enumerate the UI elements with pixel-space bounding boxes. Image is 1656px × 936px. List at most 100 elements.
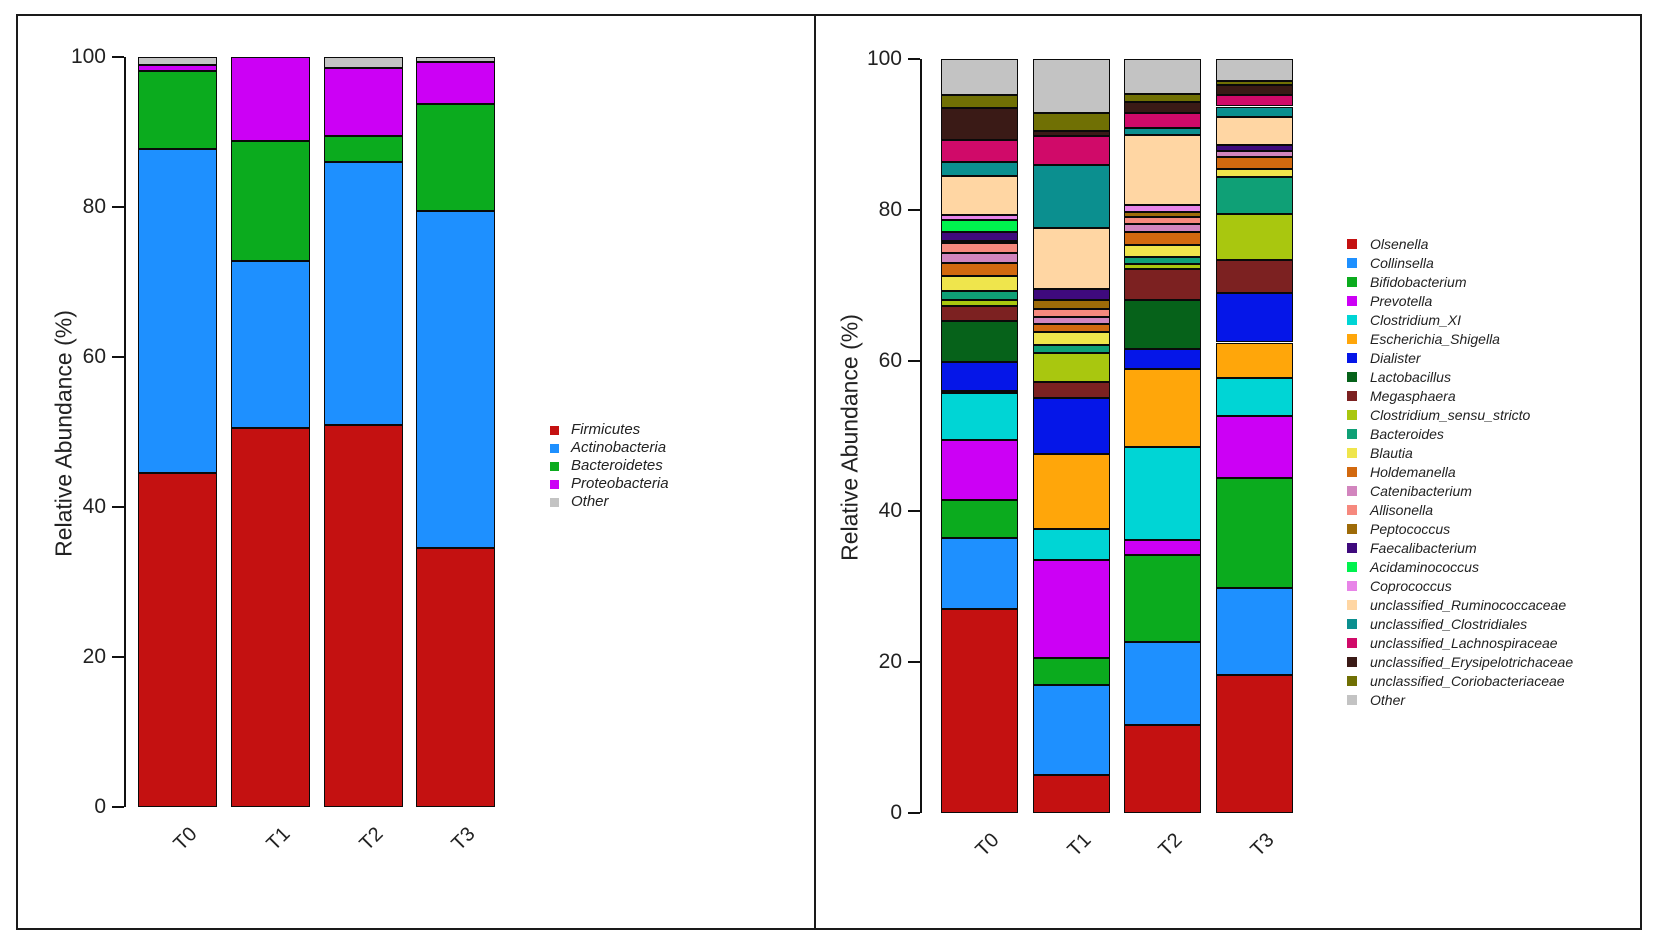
phylum-bar-segment-Actinobacteria [231, 261, 310, 429]
phylum-y-tick [112, 506, 124, 508]
genus-bar-segment-unclassified_Erysipelotrichaceae [1033, 131, 1110, 136]
genus-bar-segment-Blautia [1216, 169, 1293, 178]
genus-bar-segment-Escherichia_Shigella [1216, 342, 1293, 378]
genus-bar-segment-unclassified_Erysipelotrichaceae [1216, 85, 1293, 96]
genus-bar-segment-Clostridium_XI [1216, 377, 1293, 416]
genus-bar-segment-Clostridium_XI [1033, 529, 1110, 561]
genus-bar-segment-Acidaminococcus [941, 219, 1018, 233]
genus-legend-label-Clostridium_sensu_stricto: Clostridium_sensu_stricto [1370, 406, 1531, 423]
phylum-y-tick [112, 206, 124, 208]
genus-bar-segment-unclassified_Lachnospiraceae [1124, 113, 1201, 129]
genus-bar-segment-unclassified_Clostridiales [941, 162, 1018, 176]
genus-legend-swatch-Holdemanella [1347, 467, 1357, 477]
genus-bar-segment-Collinsella [1216, 588, 1293, 675]
genus-bar-segment-Dialister [941, 362, 1018, 391]
genus-bar-segment-Allisonella [1124, 217, 1201, 225]
genus-y-tick [908, 208, 920, 211]
genus-bar-segment-Dialister [1216, 293, 1293, 343]
phylum-bar-segment-Proteobacteria [324, 68, 403, 136]
phylum-legend-swatch-Bacteroidetes [550, 461, 559, 471]
phylum-bar-segment-Other [324, 57, 403, 69]
genus-bar-segment-Escherichia_Shigella [1033, 454, 1110, 530]
genus-legend-swatch-unclassified_Lachnospiraceae [1347, 638, 1357, 648]
genus-y-tick [908, 812, 920, 814]
genus-bar-segment-unclassified_Lachnospiraceae [1033, 135, 1110, 165]
genus-bar-segment-Blautia [1033, 331, 1110, 345]
genus-legend-swatch-unclassified_Coriobacteriaceae [1347, 676, 1357, 686]
phylum-bar-segment-Firmicutes [138, 473, 217, 807]
genus-bar-segment-unclassified_Clostridiales [1124, 128, 1201, 136]
genus-legend-swatch-Blautia [1347, 448, 1357, 458]
genus-bar-segment-Dialister [1124, 348, 1201, 369]
genus-bar-segment-Coprococcus [1124, 204, 1201, 213]
genus-legend-swatch-Dialister [1347, 353, 1357, 363]
genus-bar-segment-Faecalibacterium [1033, 288, 1110, 301]
phylum-legend-swatch-Other [550, 497, 559, 507]
phylum-y-tick [112, 356, 124, 358]
genus-bar-segment-Allisonella [941, 242, 1018, 253]
phylum-bar-segment-Firmicutes [324, 424, 403, 807]
phylum-y-tick [112, 806, 124, 808]
genus-bar-segment-unclassified_Ruminococcaceae [941, 175, 1018, 216]
genus-x-label-T2: T2 [1153, 829, 1187, 862]
genus-bar-segment-unclassified_Lachnospiraceae [1216, 95, 1293, 107]
genus-bar-segment-Catenibacterium [1033, 316, 1110, 325]
genus-legend-swatch-Lactobacillus [1347, 372, 1357, 382]
genus-bar-segment-Blautia [1124, 245, 1201, 258]
genus-bar-segment-Dialister [1033, 398, 1110, 455]
genus-bar-segment-Prevotella [1033, 560, 1110, 659]
genus-bar-segment-Peptococcus [1033, 300, 1110, 310]
genus-legend-swatch-Acidaminococcus [1347, 562, 1357, 572]
phylum-legend-label-Actinobacteria: Actinobacteria [571, 439, 667, 457]
genus-legend-swatch-Collinsella [1347, 258, 1357, 268]
phylum-bar-segment-Firmicutes [416, 548, 495, 807]
genus-legend-swatch-Faecalibacterium [1347, 543, 1357, 553]
genus-legend-label-Collinsella: Collinsella [1370, 254, 1434, 271]
phylum-bar-segment-Proteobacteria [138, 64, 217, 71]
genus-bar-segment-Bacteroides [1216, 177, 1293, 214]
genus-legend-label-Dialister: Dialister [1370, 349, 1421, 366]
phylum-legend-label-Other: Other [571, 493, 609, 511]
genus-bar-segment-unclassified_Ruminococcaceae [1033, 227, 1110, 289]
phylum-legend-label-Bacteroidetes: Bacteroidetes [571, 457, 663, 475]
genus-y-tick-label: 40 [878, 499, 902, 523]
genus-legend-swatch-Clostridium_sensu_stricto [1347, 410, 1357, 420]
phylum-y-tick-label: 40 [82, 495, 106, 518]
phylum-legend-label-Firmicutes: Firmicutes [571, 421, 641, 439]
genus-x-label-T1: T1 [1062, 829, 1096, 862]
genus-legend-swatch-Coprococcus [1347, 581, 1357, 591]
phylum-legend-swatch-Firmicutes [550, 425, 559, 435]
genus-legend-swatch-Bifidobacterium [1347, 277, 1357, 287]
genus-legend-label-Acidaminococcus: Acidaminococcus [1370, 558, 1479, 575]
genus-legend-label-unclassified_Lachnospiraceae: unclassified_Lachnospiraceae [1370, 634, 1558, 651]
phylum-bar-segment-Bacteroidetes [324, 135, 403, 162]
genus-legend-label-Lactobacillus: Lactobacillus [1370, 368, 1451, 385]
genus-legend-label-Blautia: Blautia [1370, 444, 1413, 461]
genus-bar-segment-Other [941, 59, 1018, 96]
genus-bar-segment-unclassified_Coriobacteriaceae [1124, 93, 1201, 102]
genus-bar-segment-Other [1033, 59, 1110, 114]
phylum-y-axis [124, 57, 126, 807]
phylum-bar-segment-Proteobacteria [231, 57, 310, 141]
genus-legend-swatch-unclassified_Ruminococcaceae [1347, 600, 1357, 610]
genus-bar-segment-unclassified_Lachnospiraceae [941, 139, 1018, 163]
genus-legend-label-Olsenella: Olsenella [1370, 235, 1429, 252]
genus-bar-segment-unclassified_Erysipelotrichaceae [941, 108, 1018, 140]
genus-legend-label-unclassified_Coriobacteriaceae: unclassified_Coriobacteriaceae [1370, 672, 1565, 689]
genus-bar-segment-Olsenella [1216, 675, 1293, 813]
genus-bar-segment-Bacteroides [1124, 257, 1201, 265]
genus-bar-segment-Clostridium_sensu_stricto [1033, 353, 1110, 382]
genus-bar-segment-Allisonella [1033, 309, 1110, 317]
genus-bar-segment-Olsenella [941, 609, 1018, 813]
genus-bar-segment-Bifidobacterium [1124, 555, 1201, 642]
genus-legend-swatch-Allisonella [1347, 505, 1357, 515]
genus-bar-segment-Olsenella [1124, 724, 1201, 813]
genus-y-tick [908, 359, 920, 362]
genus-legend-swatch-Clostridium_XI [1347, 315, 1357, 325]
genus-bar-segment-Clostridium_XI [1124, 447, 1201, 541]
genus-legend-label-Clostridium_XI: Clostridium_XI [1370, 311, 1462, 328]
phylum-bar-segment-Actinobacteria [324, 162, 403, 425]
genus-legend-label-Faecalibacterium: Faecalibacterium [1370, 539, 1477, 556]
